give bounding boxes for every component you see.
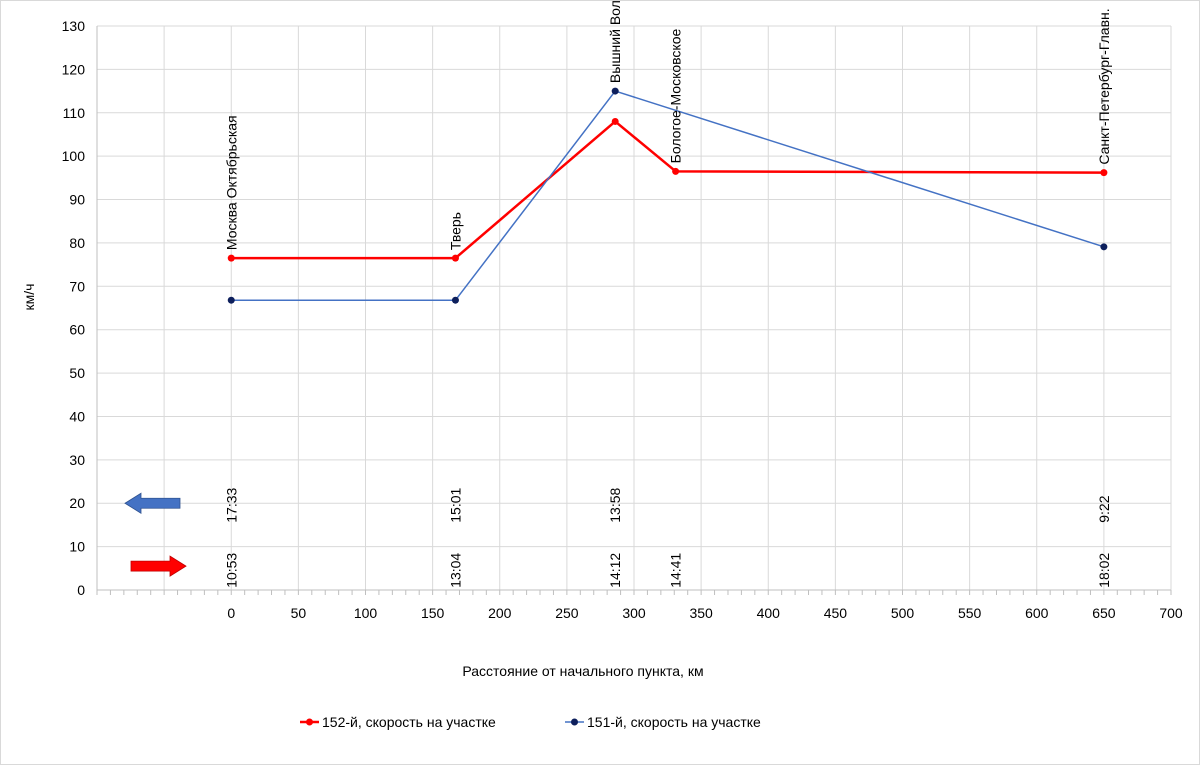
x-tick-label: 200 <box>488 605 512 621</box>
x-tick-label: 650 <box>1092 605 1116 621</box>
y-tick-label: 70 <box>69 278 85 294</box>
x-tick-label: 50 <box>291 605 307 621</box>
time-label-152: 13:04 <box>447 553 463 588</box>
series-1-point <box>227 254 235 262</box>
series-1-point <box>451 254 459 262</box>
y-tick-label: 50 <box>69 365 85 381</box>
x-tick-label: 500 <box>891 605 915 621</box>
x-tick-label: 300 <box>622 605 646 621</box>
station-label: Тверь <box>447 212 463 250</box>
x-tick-label: 350 <box>689 605 713 621</box>
x-tick-label: 450 <box>824 605 848 621</box>
x-tick-label: 0 <box>227 605 235 621</box>
y-tick-label: 100 <box>62 148 86 164</box>
y-tick-label: 120 <box>62 61 86 77</box>
x-tick-label: 250 <box>555 605 579 621</box>
series-2-point <box>227 296 235 304</box>
series-line-2 <box>231 90 1105 301</box>
series <box>227 87 1108 304</box>
time-label-151: 15:01 <box>447 488 463 523</box>
legend: 152-й, скорость на участке 151-й, скорост… <box>300 714 761 730</box>
y-tick-label: 20 <box>69 495 85 511</box>
x-tick-label: 550 <box>958 605 982 621</box>
y-tick-label: 10 <box>69 539 85 555</box>
x-tick-label: 700 <box>1159 605 1183 621</box>
y-axis-title: км/ч <box>21 284 37 311</box>
station-label: Вышний Волочёк <box>607 0 623 83</box>
time-label-151: 17:33 <box>223 488 239 523</box>
time-label-152: 18:02 <box>1096 553 1112 588</box>
grid <box>97 25 1172 590</box>
x-axis-title: Расстояние от начального пункта, км <box>462 663 703 679</box>
y-tick-label: 30 <box>69 452 85 468</box>
station-label: Москва Октябрьская <box>223 115 239 250</box>
series-1-point <box>611 117 619 125</box>
annotations: Москва Октябрьская Тверь Вышний Волочёк Бол… <box>124 0 1112 588</box>
series-2-point <box>1100 243 1108 251</box>
time-label-152: 10:53 <box>223 553 239 588</box>
x-tick-label: 400 <box>757 605 781 621</box>
time-label-152: 14:12 <box>607 553 623 588</box>
series-2-point <box>451 296 459 304</box>
station-label: Бологое-Московское <box>668 29 684 164</box>
y-tick-label: 40 <box>69 408 85 424</box>
arrow-left-icon <box>124 492 181 514</box>
y-tick-label: 110 <box>63 105 86 121</box>
legend-entry-2: 151-й, скорость на участке <box>587 714 761 730</box>
arrow-right-icon <box>130 555 187 577</box>
y-tick-label: 90 <box>69 192 85 208</box>
x-tick-label: 600 <box>1025 605 1049 621</box>
x-tick-label: 150 <box>421 605 445 621</box>
y-tick-label: 130 <box>62 18 86 34</box>
x-tick-label: 100 <box>354 605 378 621</box>
legend-swatch-marker <box>571 718 578 726</box>
legend-swatch-marker <box>306 718 313 726</box>
time-label-151: 13:58 <box>607 488 623 523</box>
series-2-point <box>611 87 619 95</box>
series-1-point <box>672 167 680 175</box>
y-tick-label: 0 <box>77 582 85 598</box>
series-1-point <box>1100 169 1108 177</box>
time-label-151: 9:22 <box>1096 495 1112 522</box>
station-label: Санкт-Петербург-Главн. <box>1096 8 1112 164</box>
y-tick-label: 60 <box>69 322 85 338</box>
y-tick-label: 80 <box>69 235 85 251</box>
time-label-152: 14:41 <box>668 553 684 588</box>
axes: 0 10 20 30 40 50 60 70 80 90 100 110 120 130 0 50 100 150… <box>62 18 1183 621</box>
legend-entry-1: 152-й, скорость на участке <box>322 714 496 730</box>
